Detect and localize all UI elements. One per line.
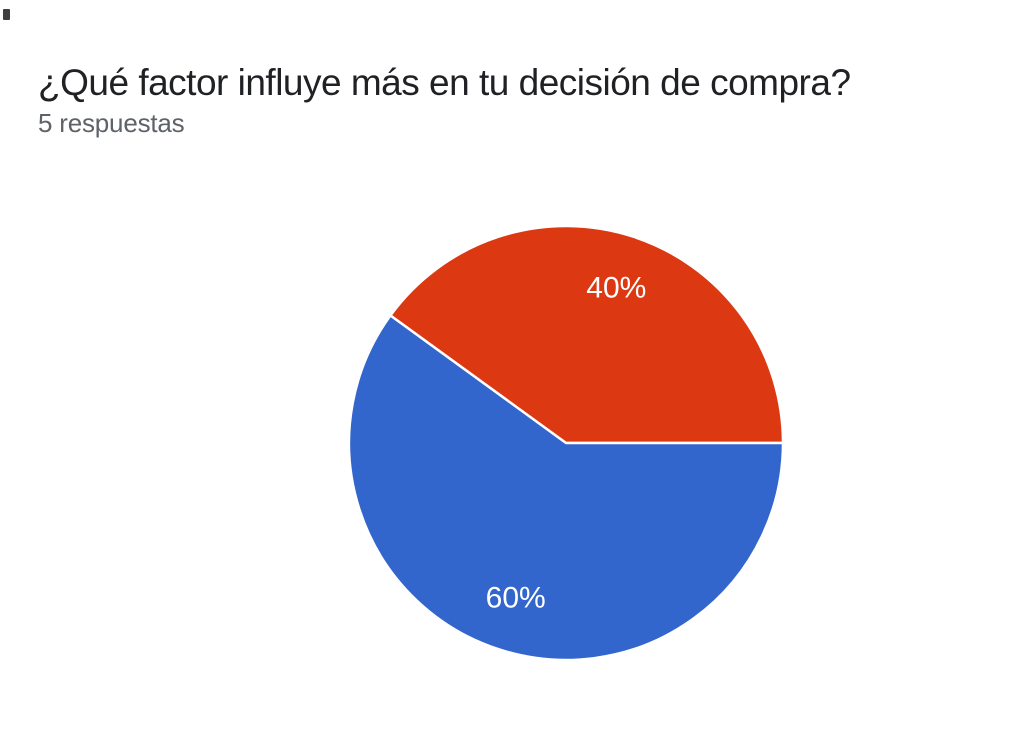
pie-chart: 40% 60%: [326, 203, 806, 683]
question-title: ¿Qué factor influye más en tu decisión d…: [38, 62, 851, 103]
slice-label-1: 60%: [486, 581, 546, 614]
slice-label-0: 40%: [586, 272, 646, 305]
pie-chart-svg: 40% 60%: [347, 224, 785, 662]
response-count-label: 5 respuestas: [38, 108, 185, 138]
screenshot-crop-artifact: [3, 9, 10, 20]
pie-slice-1[interactable]: [347, 314, 785, 662]
pie-slice-0[interactable]: [389, 224, 785, 445]
